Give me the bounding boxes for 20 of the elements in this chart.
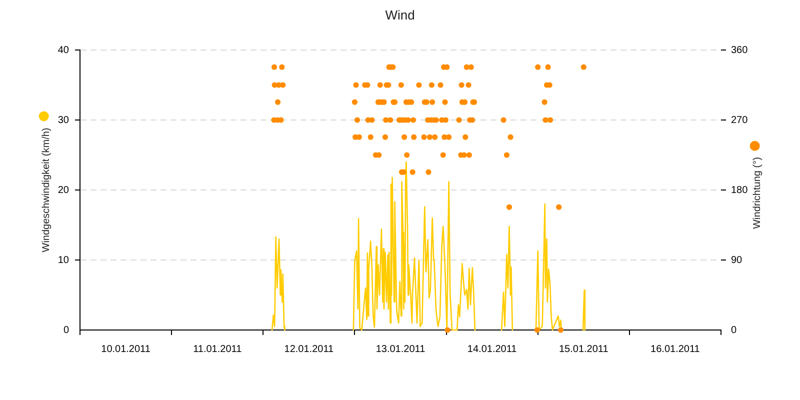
x-tick-label: 16.01.2011 [650,344,700,355]
x-tick-label: 14.01.2011 [467,344,518,355]
y2-axis-title: Windrichtung (°) [752,157,763,229]
y-tick-label: 0 [63,324,70,336]
x-tick-label: 13.01.2011 [376,344,426,355]
y-tick-label: 30 [58,114,70,126]
y2-tick-label: 0 [731,324,737,336]
y2-tick-label: 270 [731,114,748,126]
x-tick-label: 12.01.2011 [284,344,334,355]
y2-tick-label: 360 [731,44,748,56]
x-tick-label: 15.01.2011 [558,344,609,355]
y-axis-title: Windgeschwindigkeit (km/h) [40,128,52,252]
x-tick-label: 10.01.2011 [101,344,151,355]
y-tick-label: 20 [58,184,70,196]
y-tick-label: 40 [58,44,70,56]
x-tick-label: 11.01.2011 [193,344,242,355]
y2-tick-label: 180 [731,184,748,196]
chart-title: Wind [385,7,415,22]
y-tick-label: 10 [58,254,70,266]
y2-tick-label: 90 [731,254,743,266]
